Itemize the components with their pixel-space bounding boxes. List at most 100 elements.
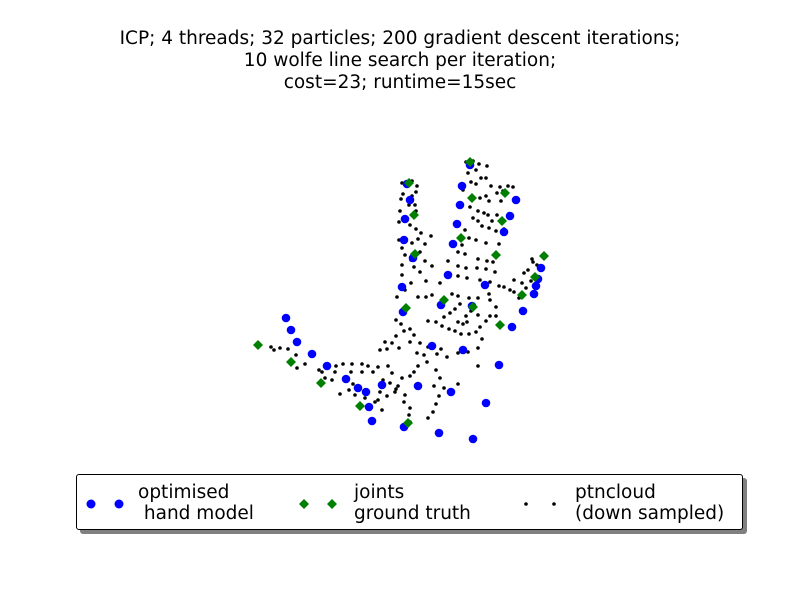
legend-marker-diamond (299, 499, 337, 509)
cloud-point (385, 394, 389, 398)
cloud-point (464, 266, 468, 270)
cloud-point (434, 402, 438, 406)
cloud-point (469, 180, 473, 184)
joint-point (467, 193, 477, 203)
joint-point (253, 340, 263, 350)
model-point (531, 281, 541, 291)
cloud-point (360, 370, 364, 374)
cloud-point (400, 376, 404, 380)
cloud-point (467, 332, 471, 336)
cloud-point (484, 176, 488, 180)
joint-point (410, 249, 420, 259)
cloud-point (477, 162, 481, 166)
cloud-point (429, 234, 433, 238)
model-point (529, 289, 539, 299)
cloud-point (416, 364, 420, 368)
cloud-point (414, 227, 418, 231)
cloud-point (440, 324, 444, 328)
cloud-point (366, 364, 370, 368)
cloud-point (426, 319, 430, 323)
cloud-point (445, 355, 449, 359)
cloud-point (488, 298, 492, 302)
cloud-point (394, 334, 398, 338)
model-point (405, 195, 415, 205)
joint-point (500, 188, 510, 198)
cloud-point (378, 348, 382, 352)
cloud-point (446, 259, 450, 263)
cloud-point (474, 238, 478, 242)
cloud-point (317, 368, 321, 372)
cloud-point (453, 307, 457, 311)
joint-point (403, 418, 413, 428)
cloud-point (497, 284, 501, 288)
cloud-point (376, 365, 380, 369)
model-point (400, 214, 410, 224)
cloud-point (463, 228, 467, 232)
cloud-point (408, 327, 412, 331)
model-point (399, 235, 409, 245)
cloud-point (480, 337, 484, 341)
cloud-point (485, 259, 489, 263)
legend-marker-point (524, 502, 556, 506)
cloud-point (468, 205, 472, 209)
model-point (499, 227, 509, 237)
cloud-point (278, 346, 282, 350)
cloud-point (493, 270, 497, 274)
model-point (457, 181, 467, 191)
cloud-point (491, 260, 495, 264)
cloud-point (400, 246, 404, 250)
cloud-point (456, 320, 460, 324)
chart-title-line: cost=23; runtime=15sec (283, 72, 517, 93)
model-point (367, 416, 377, 426)
cloud-point (456, 274, 460, 278)
joint-point (316, 378, 326, 388)
cloud-point (380, 408, 384, 412)
joint-point (539, 251, 549, 261)
cloud-point (522, 271, 526, 275)
cloud-point (295, 366, 299, 370)
cloud-point (471, 216, 475, 220)
model-point (511, 195, 521, 205)
cloud-point (395, 295, 399, 299)
cloud-point (390, 371, 394, 375)
model-point (507, 322, 517, 332)
cloud-point (323, 376, 327, 380)
cloud-point (397, 346, 401, 350)
cloud-point (413, 203, 417, 207)
legend: optimised hand model joints ground truth … (76, 474, 743, 530)
cloud-point (497, 242, 501, 246)
cloud-point (385, 347, 389, 351)
cloud-point (423, 242, 427, 246)
cloud-point (350, 362, 354, 366)
cloud-point (479, 176, 483, 180)
cloud-point (388, 381, 392, 385)
cloud-point (363, 396, 367, 400)
cloud-point (424, 279, 428, 283)
cloud-point (448, 311, 452, 315)
cloud-point (438, 376, 442, 380)
cloud-point (476, 313, 480, 317)
joint-point (439, 295, 449, 305)
cloud-point (423, 259, 427, 263)
cloud-point (425, 360, 429, 364)
cloud-point (478, 196, 482, 200)
cloud-point (529, 279, 533, 283)
cloud-point (453, 329, 457, 333)
cloud-point (393, 390, 397, 394)
joint-point (401, 303, 411, 313)
cloud-point (456, 250, 460, 254)
cloud-point (456, 351, 460, 355)
cloud-point (408, 223, 412, 227)
cloud-point (494, 229, 498, 233)
joint-point (465, 157, 475, 167)
cloud-point (494, 314, 498, 318)
model-point (364, 402, 374, 412)
model-point (481, 398, 491, 408)
cloud-point (402, 400, 406, 404)
joint-point (517, 290, 527, 300)
cloud-point (418, 270, 422, 274)
cloud-point (341, 362, 345, 366)
model-point (480, 280, 490, 290)
cloud-point (403, 393, 407, 397)
cloud-point (463, 252, 467, 256)
